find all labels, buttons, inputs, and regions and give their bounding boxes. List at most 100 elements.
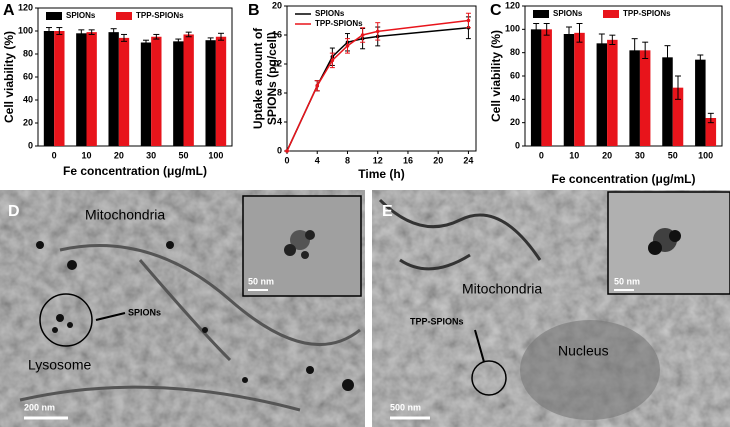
error-bar (110, 28, 117, 37)
x-tick-label: 100 (208, 150, 223, 160)
panel-label: D (8, 203, 20, 220)
membrane (378, 198, 542, 271)
legend-swatch (116, 12, 132, 20)
inset-particles (284, 230, 315, 259)
bar (43, 31, 55, 146)
bar (662, 57, 673, 147)
micrograph-e: 50 nm E Mitochondria TPP-SPIONs Nucleus … (372, 190, 730, 427)
bar (596, 43, 608, 147)
error-bar (121, 33, 128, 42)
marker (315, 83, 320, 88)
x-axis-label: Time (h) (358, 167, 404, 181)
y-tick-label: 100 (18, 25, 33, 35)
legend-label: TPP-SPIONs (315, 19, 363, 28)
bar (672, 87, 684, 146)
error-bar (175, 38, 182, 45)
arrow (474, 329, 485, 363)
marker (345, 44, 350, 48)
panel-label: C (490, 2, 502, 19)
highlight-circle (471, 360, 507, 396)
error-bar (642, 41, 649, 59)
y-tick-label: 40 (23, 94, 33, 104)
error-bar (533, 23, 540, 36)
x-tick-label: 30 (635, 150, 645, 160)
y-axis-label: Cell viability (%) (2, 31, 16, 123)
error-bar (142, 39, 149, 46)
y-tick-label: 60 (510, 70, 520, 80)
y-tick-label: 12 (272, 58, 282, 68)
error-bar (675, 75, 682, 100)
error-bar (707, 112, 714, 124)
panel-label: B (248, 2, 260, 19)
x-tick-label: 24 (463, 155, 473, 165)
annotation: Mitochondria (85, 207, 165, 223)
marker (360, 33, 365, 37)
bar (140, 42, 152, 146)
error-bar (576, 23, 583, 43)
y-tick-label: 80 (510, 47, 520, 57)
y-tick-label: 20 (23, 117, 33, 127)
y-tick-label: 40 (510, 94, 520, 104)
legend-swatch (46, 12, 62, 20)
bar (54, 31, 65, 146)
particles (36, 241, 354, 391)
nucleus (520, 320, 660, 420)
error-bar (543, 23, 550, 36)
y-tick-label: 0 (277, 145, 282, 155)
y-tick-label: 80 (23, 48, 33, 58)
plot-frame (286, 5, 477, 152)
x-tick-label: 4 (315, 155, 320, 165)
micrograph-d: 50 nm D Mitochondria SPIONs Lysosome 200… (0, 190, 365, 427)
bar (205, 40, 216, 147)
bar (86, 32, 97, 146)
y-tick-label: 60 (23, 71, 33, 81)
x-axis-label: Fe concentration (μg/mL) (551, 172, 695, 186)
error-bar (56, 27, 63, 35)
marker (375, 29, 380, 34)
y-tick-label: 20 (510, 117, 520, 127)
y-tick-label: 120 (18, 2, 33, 12)
x-tick-label: 20 (114, 150, 124, 160)
x-tick-label: 8 (345, 155, 350, 165)
bar (695, 59, 706, 146)
legend-swatch (533, 10, 549, 18)
x-tick-label: 16 (403, 155, 413, 165)
legend-label: SPIONs (66, 11, 96, 20)
plot-frame (37, 7, 233, 147)
y-tick-label: 4 (277, 116, 282, 126)
scale-label: 200 nm (24, 402, 55, 412)
x-tick-label: 0 (284, 155, 289, 165)
bar (215, 36, 227, 146)
inset-scale-label: 50 nm (614, 276, 640, 286)
error-bar (207, 37, 214, 43)
panel-label: E (382, 203, 393, 220)
error-bar (185, 31, 192, 38)
bar (173, 41, 184, 146)
scale-label: 500 nm (390, 402, 421, 412)
x-tick-label: 30 (146, 150, 156, 160)
error-bar (78, 29, 85, 38)
y-tick-label: 0 (515, 140, 520, 150)
y-axis-label: Uptake amount of (251, 27, 265, 129)
bar (607, 39, 618, 147)
error-bar (631, 38, 638, 63)
error-bar (598, 33, 605, 54)
marker (285, 149, 289, 153)
legend-label: TPP-SPIONs (136, 11, 184, 20)
legend-label: TPP-SPIONs (623, 9, 671, 18)
annotation: Mitochondria (462, 281, 542, 297)
plot-frame (524, 5, 723, 147)
x-tick-label: 10 (569, 150, 579, 160)
error-bar (697, 54, 704, 65)
x-tick-label: 0 (52, 150, 57, 160)
bar (574, 32, 585, 147)
error-bar (565, 26, 572, 42)
membrane (19, 244, 361, 412)
y-tick-label: 20 (272, 0, 282, 10)
y-tick-label: 0 (28, 140, 33, 150)
inset-scale-label: 50 nm (248, 276, 274, 286)
x-tick-label: 12 (373, 155, 383, 165)
x-tick-label: 50 (668, 150, 678, 160)
bar (151, 36, 162, 146)
